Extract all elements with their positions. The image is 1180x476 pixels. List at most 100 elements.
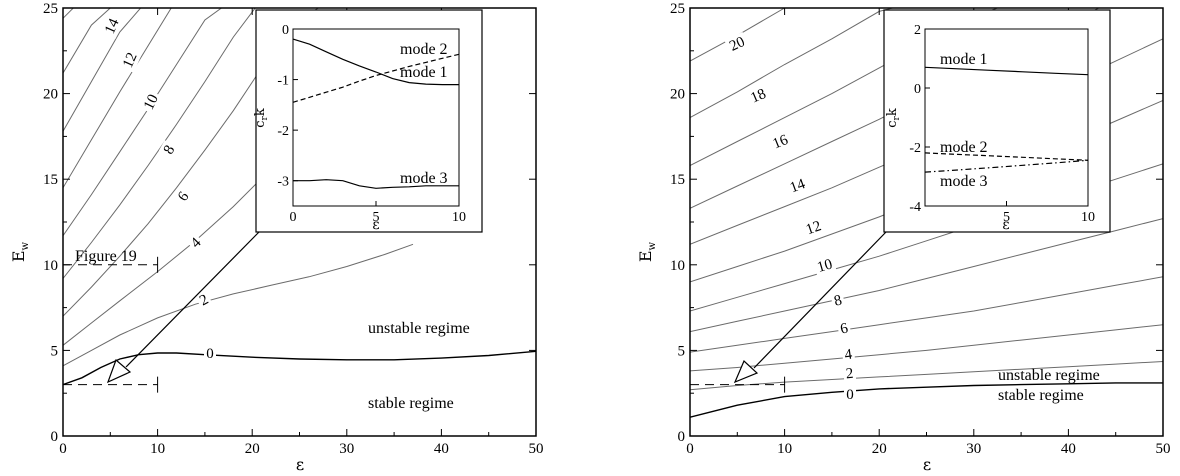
y-tick-label: 25 [670, 1, 685, 17]
contour-label-bg [185, 232, 207, 254]
contour-line-2 [690, 361, 1163, 391]
contour-line-extra-9 [63, 8, 75, 19]
inset-y-tick-label: -2 [277, 124, 289, 139]
contour-line-2 [63, 243, 414, 367]
left-inset-y-label: crk [253, 108, 270, 128]
inset-x-tick-label: 5 [373, 210, 380, 225]
contour-line-12 [63, 8, 172, 189]
left-inset: 0 5 10 0 -1 -2 -3 ε crk mode 2 mode 1 mode 3 [253, 9, 483, 233]
inset-y-tick-label: 0 [282, 23, 289, 38]
contour-line-8 [63, 8, 256, 279]
inset-x-tick-label: 10 [452, 210, 466, 225]
contour-line-20 [690, 8, 788, 62]
contour-line-4 [690, 324, 1163, 372]
contour-label-bg [172, 186, 194, 207]
y-tick-label: 10 [670, 258, 685, 274]
x-tick-label: 30 [339, 441, 354, 457]
contour-label-bg [138, 89, 163, 115]
left-inset-box [255, 9, 483, 233]
contour-label-bg [844, 386, 856, 403]
x-tick-label: 0 [686, 441, 694, 457]
contour-label-bg [194, 289, 214, 311]
right-inset-curves [924, 66, 1089, 173]
contour-label-bg [745, 84, 771, 108]
y-tick-label: 25 [43, 1, 58, 17]
y-tick-label: 5 [678, 343, 686, 359]
left-inset-x-label: ε [372, 217, 379, 233]
contour-line-extra-8 [63, 8, 112, 74]
left-stable-regime-label: stable regime [368, 395, 454, 412]
right-inset-mode2-label: mode 2 [940, 139, 988, 156]
contour-label-8: 8 [832, 292, 843, 309]
contour-label-12: 12 [804, 218, 823, 238]
inset-x-tick-label: 5 [1003, 210, 1010, 225]
inset-y-tick-label: 2 [914, 23, 921, 38]
left-inset-arrow [106, 231, 260, 384]
contour-label-4: 4 [844, 347, 854, 364]
inset-mode-1-line [292, 38, 459, 86]
inset-mode-1-line [924, 66, 1089, 76]
right-inset-box [883, 9, 1111, 233]
inset-y-tick-label: -4 [909, 200, 921, 215]
inset-mode-3-line [293, 179, 459, 189]
inset-y-tick-label: -1 [277, 74, 289, 89]
x-tick-label: 40 [1061, 441, 1076, 457]
contour-label-bg [836, 319, 852, 339]
right-unstable-regime-label: unstable regime [998, 367, 1100, 384]
contour-label-18: 18 [748, 86, 768, 107]
contour-label-bg [724, 31, 750, 56]
inset-y-tick-label: -3 [277, 175, 289, 190]
right-x-axis-label: ε [923, 455, 931, 474]
contour-line-0 [63, 350, 536, 386]
contour-label-0: 0 [206, 346, 214, 362]
left-inset-mode3-label: mode 3 [400, 170, 448, 187]
contour-label-20: 20 [727, 34, 747, 55]
x-tick-label: 40 [434, 441, 449, 457]
left-x-axis-label: ε [296, 455, 304, 474]
x-tick-label: 50 [529, 441, 544, 457]
contour-label-bg [118, 47, 142, 73]
contour-line-14 [63, 8, 142, 132]
contour-label-0: 0 [846, 387, 854, 403]
right-inset-x-label: ε [1002, 217, 1009, 233]
contour-label-bg [841, 345, 856, 364]
contour-label-16: 16 [771, 132, 791, 153]
y-tick-label: 20 [43, 87, 58, 103]
contour-label-bg [842, 364, 857, 383]
contour-label-bg [801, 216, 826, 240]
inset-x-tick-label: 10 [1081, 210, 1095, 225]
right-contour-labels: 0 2 4 6 8 10 12 14 16 18 20 [724, 31, 857, 403]
y-tick-label: 20 [670, 87, 685, 103]
left-inset-mode1-label: mode 1 [400, 64, 448, 81]
x-tick-label: 10 [150, 441, 165, 457]
contour-label-12: 12 [120, 50, 141, 70]
x-tick-label: 30 [966, 441, 981, 457]
right-dashed-markers [690, 376, 786, 393]
left-inset-mode2-label: mode 2 [400, 41, 448, 58]
right-inset-y-label: crk [885, 108, 902, 128]
contour-line-10 [63, 8, 223, 236]
right-inset-arrow [733, 231, 887, 384]
y-tick-label: 0 [51, 429, 59, 445]
y-tick-label: 5 [51, 343, 59, 359]
contour-line-extra-10 [690, 8, 895, 119]
left-inset-curves [292, 38, 460, 189]
contour-line-18 [690, 8, 999, 166]
inset-x-tick-label: 0 [290, 210, 297, 225]
contour-label-10: 10 [815, 256, 834, 276]
x-tick-label: 10 [777, 441, 792, 457]
contour-line-6 [690, 276, 1163, 353]
x-tick-label: 50 [1156, 441, 1171, 457]
right-inset-mode3-label: mode 3 [940, 173, 988, 190]
contour-label-bg [767, 130, 793, 154]
inset-y-tick-label: 0 [914, 82, 921, 97]
contour-label-bg [812, 254, 837, 277]
left-inset-ticks: 0 5 10 0 -1 -2 -3 [277, 23, 466, 225]
right-inset-mode1-label: mode 1 [940, 51, 988, 68]
contour-label-2: 2 [845, 366, 854, 383]
contour-label-bg [158, 140, 180, 160]
